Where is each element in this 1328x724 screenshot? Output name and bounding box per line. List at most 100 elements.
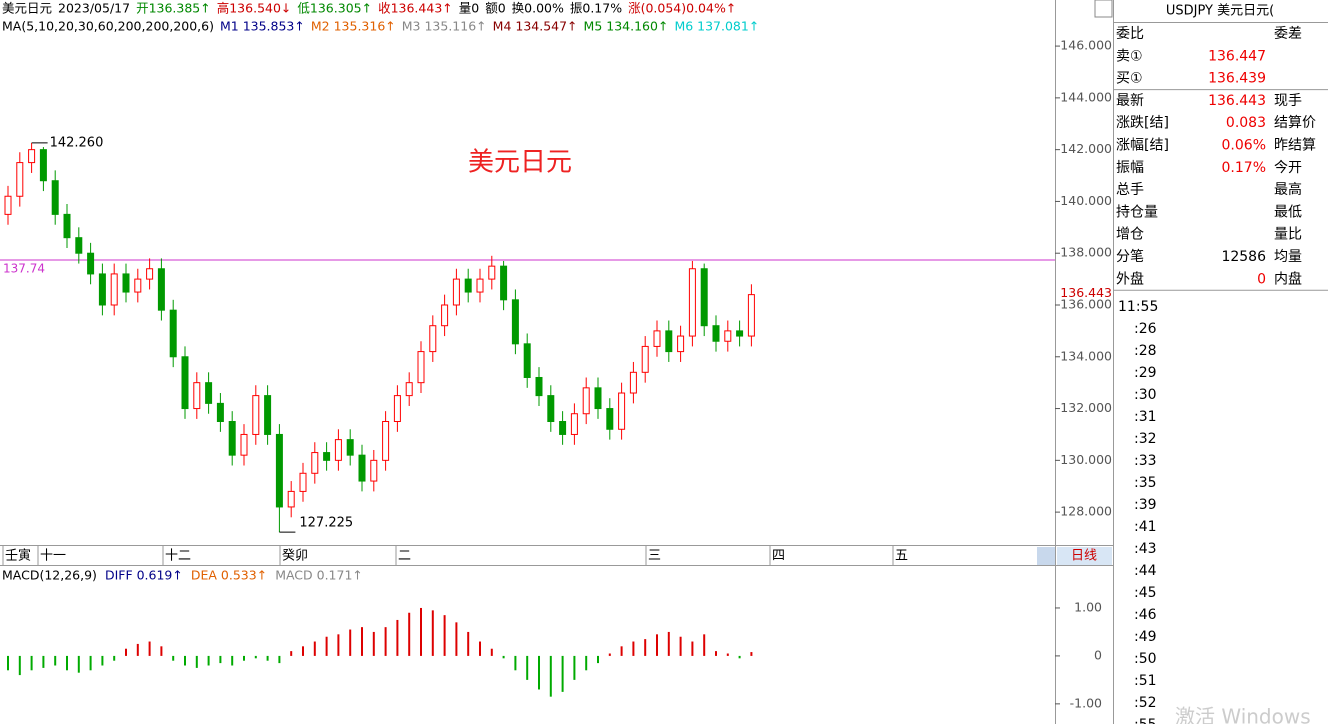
macd-tick-label: -1.00	[1070, 695, 1102, 710]
watermark: 激活 Windows	[1175, 705, 1311, 724]
time-item: :44	[1134, 563, 1157, 579]
header-item: M5 134.160↑	[584, 19, 669, 34]
time-label: 五	[895, 549, 908, 564]
quote-label: 涨跌[结]	[1116, 115, 1169, 131]
macd-legend: DIFF 0.619↑	[105, 568, 183, 583]
quote-title: USDJPY 美元日元(	[1166, 4, 1274, 19]
quote-label: 振幅	[1116, 160, 1144, 176]
y-tick-label: 130.000	[1060, 452, 1112, 467]
candle-body	[700, 268, 708, 327]
y-tick-label: 146.000	[1060, 38, 1112, 53]
y-tick-label: 134.000	[1060, 348, 1112, 363]
candle-body	[311, 452, 319, 474]
candle-body	[98, 273, 106, 306]
candle-body	[205, 382, 213, 404]
candle-body	[511, 299, 519, 345]
candle-body	[464, 278, 472, 293]
header-item: 量0	[459, 1, 480, 16]
scroll-box[interactable]	[1037, 547, 1055, 565]
quote-label: 最新	[1116, 93, 1144, 109]
quote-value: 12586	[1221, 249, 1266, 265]
quote-value: 0	[1257, 271, 1266, 287]
candle-body	[393, 395, 401, 423]
reference-label: 137.74	[3, 261, 45, 275]
y-tick-label: 136.000	[1060, 296, 1112, 311]
toggle-button[interactable]	[1094, 0, 1113, 18]
header-item: M6 137.081↑	[674, 19, 759, 34]
header-item: 低136.305↑	[297, 1, 372, 16]
time-item: :55	[1134, 717, 1157, 724]
candle-body	[252, 395, 260, 435]
candle-body	[346, 439, 354, 456]
header-item: 涨(0.054)0.04%↑	[628, 1, 736, 16]
candle-body	[523, 343, 531, 378]
header-item: M1 135.853↑	[220, 19, 305, 34]
time-item: :49	[1134, 629, 1157, 645]
candle-body	[618, 392, 626, 430]
quote-label2: 最低	[1274, 204, 1302, 220]
time-label: 癸卯	[282, 549, 308, 564]
quote-value: 0.083	[1226, 115, 1266, 131]
time-label: 四	[772, 549, 785, 564]
quote-label2: 结算价	[1274, 115, 1316, 131]
quote-label: 委比	[1116, 26, 1144, 42]
candle-body	[570, 413, 578, 435]
candle-body	[63, 213, 71, 239]
candle-body	[134, 278, 142, 293]
header-item: 高136.540↓	[217, 1, 292, 16]
header-item: 振0.17%	[570, 1, 622, 16]
high-label: 142.260	[50, 135, 104, 150]
candle-body	[712, 325, 720, 342]
header-item: M3 135.116↑	[402, 19, 487, 34]
quote-label2: 昨结算	[1274, 138, 1316, 154]
quote-label: 分笔	[1116, 249, 1144, 265]
header-item: M4 134.547↑	[493, 19, 578, 34]
chart-title: 美元日元	[468, 148, 572, 178]
candle-body	[287, 490, 295, 508]
y-tick-label: 142.000	[1060, 141, 1112, 156]
quote-label: 卖①	[1116, 48, 1143, 64]
candle-body	[747, 294, 755, 337]
quote-label: 买①	[1116, 71, 1143, 87]
quote-value: 136.443	[1208, 93, 1266, 109]
candle-body	[429, 325, 437, 353]
candle-body	[441, 304, 449, 327]
header-item: 换0.00%	[512, 1, 564, 16]
time-label: 二	[398, 549, 411, 564]
quote-label2: 量比	[1274, 227, 1302, 243]
time-item: :35	[1134, 475, 1157, 491]
time-item: :39	[1134, 497, 1157, 513]
header-item: 美元日元	[2, 1, 52, 16]
candle-body	[653, 330, 661, 347]
quote-label2: 现手	[1274, 93, 1302, 109]
quote-label2: 均量	[1274, 249, 1302, 265]
candle-body	[334, 439, 342, 461]
period-label: 日线	[1071, 549, 1097, 564]
candle-body	[51, 180, 59, 215]
last-price: 136.443	[1060, 285, 1112, 300]
time-item: :28	[1134, 343, 1157, 359]
time-label: 壬寅	[5, 548, 31, 564]
header-item: 收136.443↑	[378, 1, 453, 16]
quote-label2: 最高	[1274, 181, 1302, 198]
candle-body	[264, 395, 272, 435]
candle-body	[417, 351, 425, 384]
header-item: 额0	[485, 1, 506, 16]
candle-body	[87, 252, 95, 275]
macd-legend: DEA 0.533↑	[191, 568, 267, 583]
candle-body	[39, 149, 47, 182]
candle-body	[535, 376, 543, 397]
period-box[interactable]	[1057, 547, 1112, 565]
candle-body	[724, 330, 732, 342]
y-tick-label: 138.000	[1060, 245, 1112, 260]
time-item: :29	[1134, 365, 1157, 381]
candle-body	[16, 162, 24, 197]
candle-body	[157, 268, 165, 311]
time-item: :32	[1134, 431, 1157, 447]
y-tick-label: 128.000	[1060, 504, 1112, 519]
low-label: 127.225	[299, 516, 353, 531]
candle-body	[665, 330, 673, 353]
time-item: :52	[1134, 695, 1157, 711]
